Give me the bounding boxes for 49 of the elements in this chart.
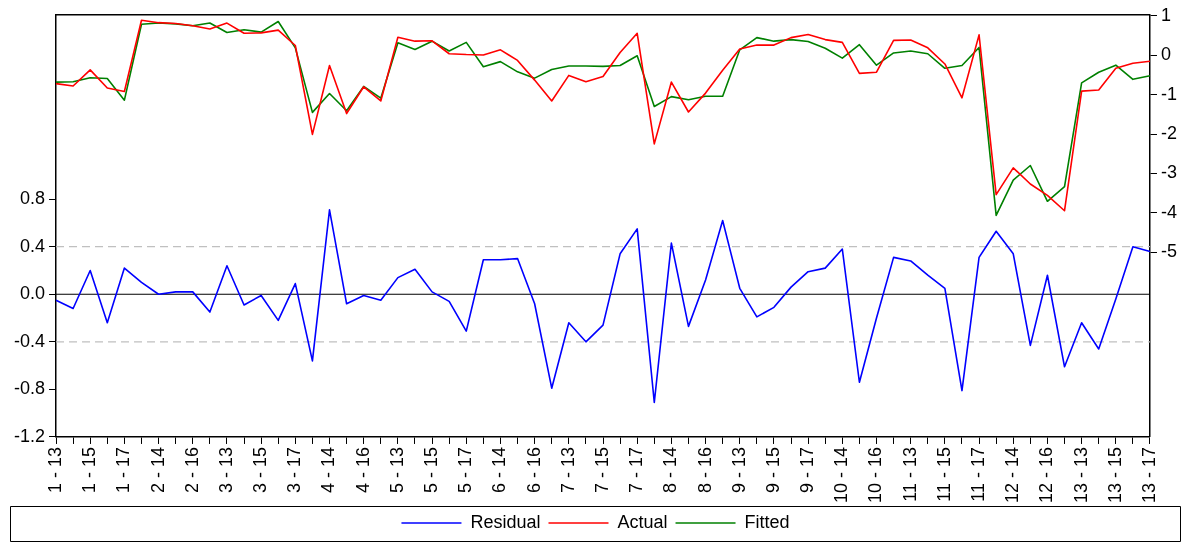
legend-label: Actual: [617, 511, 668, 532]
x-tick-label: 2 - 16: [181, 446, 202, 493]
x-tick-label: 2 - 14: [147, 446, 168, 493]
x-tick-label: 9 - 15: [762, 446, 783, 493]
x-tick-label: 13 - 13: [1070, 446, 1091, 504]
x-tick-label: 10 - 14: [831, 446, 852, 504]
x-tick-label: 8 - 14: [660, 446, 681, 493]
y-tick-label: 0.0: [19, 283, 46, 304]
x-tick-label: 11 - 13: [899, 446, 920, 502]
x-tick-label: 11 - 15: [933, 446, 954, 502]
x-tick-label: 6 - 16: [523, 446, 544, 493]
y2-tick-label: 0: [1161, 44, 1172, 65]
x-tick-label: 3 - 15: [250, 446, 271, 493]
x-tick-label: 12 - 14: [1002, 446, 1023, 504]
y2-tick-label: -5: [1161, 241, 1178, 262]
x-tick-label: 7 - 15: [591, 446, 612, 493]
x-tick-label: 13 - 17: [1138, 446, 1159, 504]
legend-label: Residual: [470, 511, 541, 532]
x-tick-label: 4 - 14: [318, 446, 339, 493]
x-tick-label: 1 - 17: [113, 446, 134, 493]
y2-tick-label: -1: [1161, 83, 1178, 104]
x-tick-label: 5 - 13: [386, 446, 407, 493]
x-tick-label: 5 - 15: [421, 446, 442, 493]
y2-tick-label: -2: [1161, 122, 1178, 143]
x-tick-label: 4 - 16: [352, 446, 373, 493]
x-tick-label: 12 - 16: [1036, 446, 1057, 504]
x-tick-label: 10 - 16: [865, 446, 886, 504]
x-tick-label: 13 - 15: [1104, 446, 1125, 504]
x-tick-label: 3 - 17: [284, 446, 305, 493]
x-tick-label: 11 - 17: [968, 446, 989, 502]
y-tick-label: 0.8: [19, 188, 46, 209]
y-tick-label: 0.4: [19, 235, 46, 256]
x-tick-label: 5 - 17: [455, 446, 476, 493]
y-tick-label: -0.8: [13, 378, 46, 399]
x-tick-label: 7 - 17: [626, 446, 647, 493]
y2-tick-label: 1: [1161, 4, 1172, 25]
y-tick-label: -0.4: [13, 330, 46, 351]
legend-label: Fitted: [744, 511, 790, 532]
x-tick-label: 9 - 17: [797, 446, 818, 493]
x-tick-label: 8 - 16: [694, 446, 715, 493]
x-tick-label: 3 - 13: [215, 446, 236, 493]
x-tick-label: 1 - 15: [79, 446, 100, 493]
x-tick-label: 6 - 14: [489, 446, 510, 493]
y-tick-label: -1.2: [13, 425, 46, 446]
y2-tick-label: -3: [1161, 162, 1178, 183]
y2-tick-label: -4: [1161, 201, 1178, 222]
x-tick-label: 1 - 13: [44, 446, 65, 493]
x-tick-label: 9 - 13: [728, 446, 749, 493]
x-tick-label: 7 - 13: [557, 446, 578, 493]
